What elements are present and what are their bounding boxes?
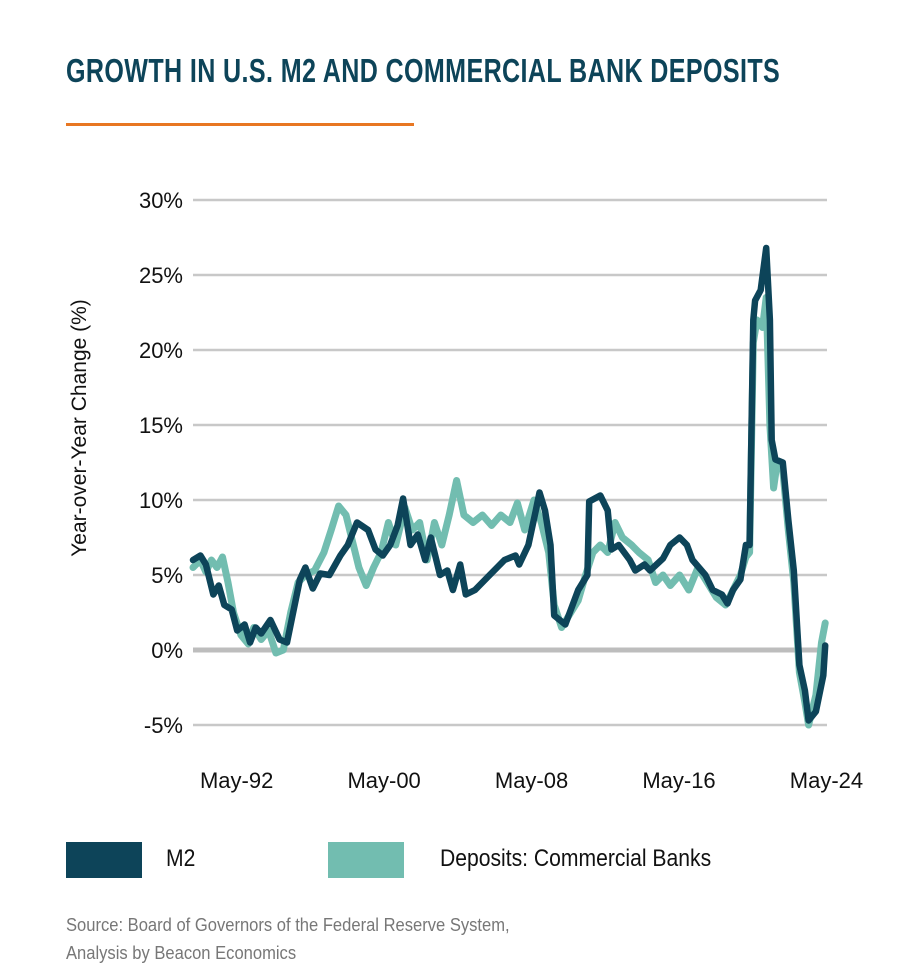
chart-title: GROWTH IN U.S. M2 AND COMMERCIAL BANK DE…	[66, 52, 781, 89]
legend-swatch-m2	[66, 842, 142, 878]
y-tick-label: 5%	[151, 563, 183, 588]
y-axis-label: Year-over-Year Change (%)	[68, 299, 91, 557]
source-note: Source: Board of Governors of the Federa…	[66, 911, 510, 967]
y-tick-label: 10%	[139, 488, 183, 513]
x-tick-label: May-16	[642, 768, 715, 793]
legend-label-deposits: Deposits: Commercial Banks	[440, 845, 712, 872]
x-tick-label: May-00	[347, 768, 420, 793]
chart-plot: -5% 0% 5% 10% 15% 20% 25% 30% May-92 May-00 May-08…	[68, 188, 863, 793]
x-tick-label: May-92	[200, 768, 273, 793]
x-tick-label: May-08	[495, 768, 568, 793]
y-tick-label: -5%	[144, 713, 183, 738]
y-tick-label: 0%	[151, 638, 183, 663]
series-line-m2	[189, 244, 829, 724]
y-tick-label: 25%	[139, 263, 183, 288]
y-tick-label: 15%	[139, 413, 183, 438]
legend-label-m2: M2	[166, 845, 196, 872]
x-tick-label: May-24	[790, 768, 863, 793]
y-tick-label: 20%	[139, 338, 183, 363]
y-tick-label: 30%	[139, 188, 183, 213]
source-line-1: Source: Board of Governors of the Federa…	[66, 915, 510, 935]
series-line-deposits	[189, 294, 829, 729]
source-line-2: Analysis by Beacon Economics	[66, 943, 297, 963]
legend-swatch-deposits	[328, 842, 404, 878]
title-underline	[66, 123, 414, 126]
